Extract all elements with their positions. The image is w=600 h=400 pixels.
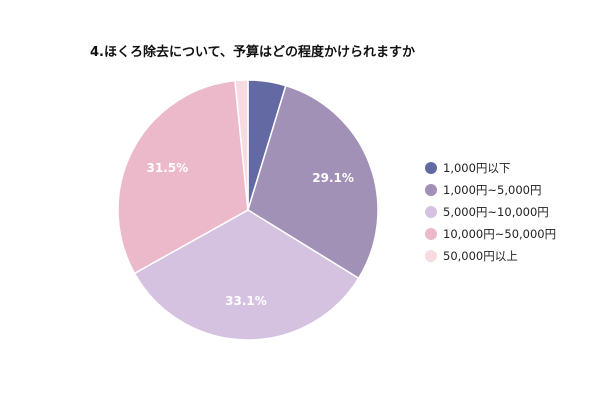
pie-slice-4 bbox=[117, 79, 249, 275]
pie-slice-5 bbox=[234, 79, 249, 211]
pie-slice-2 bbox=[247, 84, 379, 280]
legend-item-2: 1,000円~5,000円 bbox=[425, 179, 556, 201]
legend-item-5: 50,000円以上 bbox=[425, 245, 556, 267]
legend-label-4: 10,000円~50,000円 bbox=[443, 227, 557, 241]
chart-title: 4.ほくろ除去について、予算はどの程度かけられますか bbox=[90, 45, 415, 60]
legend-label-3: 5,000円~10,000円 bbox=[443, 205, 549, 219]
data-label-3: 33.1% bbox=[225, 294, 267, 308]
legend-swatch-3 bbox=[425, 206, 437, 218]
legend-swatch-1 bbox=[425, 162, 437, 174]
legend-swatch-4 bbox=[425, 228, 437, 240]
legend: 1,000円以下 1,000円~5,000円 5,000円~10,000円 10,00… bbox=[425, 157, 556, 267]
legend-label-5: 50,000円以上 bbox=[443, 249, 518, 263]
legend-item-4: 10,000円~50,000円 bbox=[425, 223, 556, 245]
legend-swatch-5 bbox=[425, 250, 437, 262]
legend-swatch-2 bbox=[425, 184, 437, 196]
legend-item-1: 1,000円以下 bbox=[425, 157, 556, 179]
legend-label-1: 1,000円以下 bbox=[443, 161, 511, 175]
data-label-2: 29.1% bbox=[312, 171, 354, 185]
legend-item-3: 5,000円~10,000円 bbox=[425, 201, 556, 223]
legend-label-2: 1,000円~5,000円 bbox=[443, 183, 542, 197]
data-label-4: 31.5% bbox=[146, 161, 188, 175]
